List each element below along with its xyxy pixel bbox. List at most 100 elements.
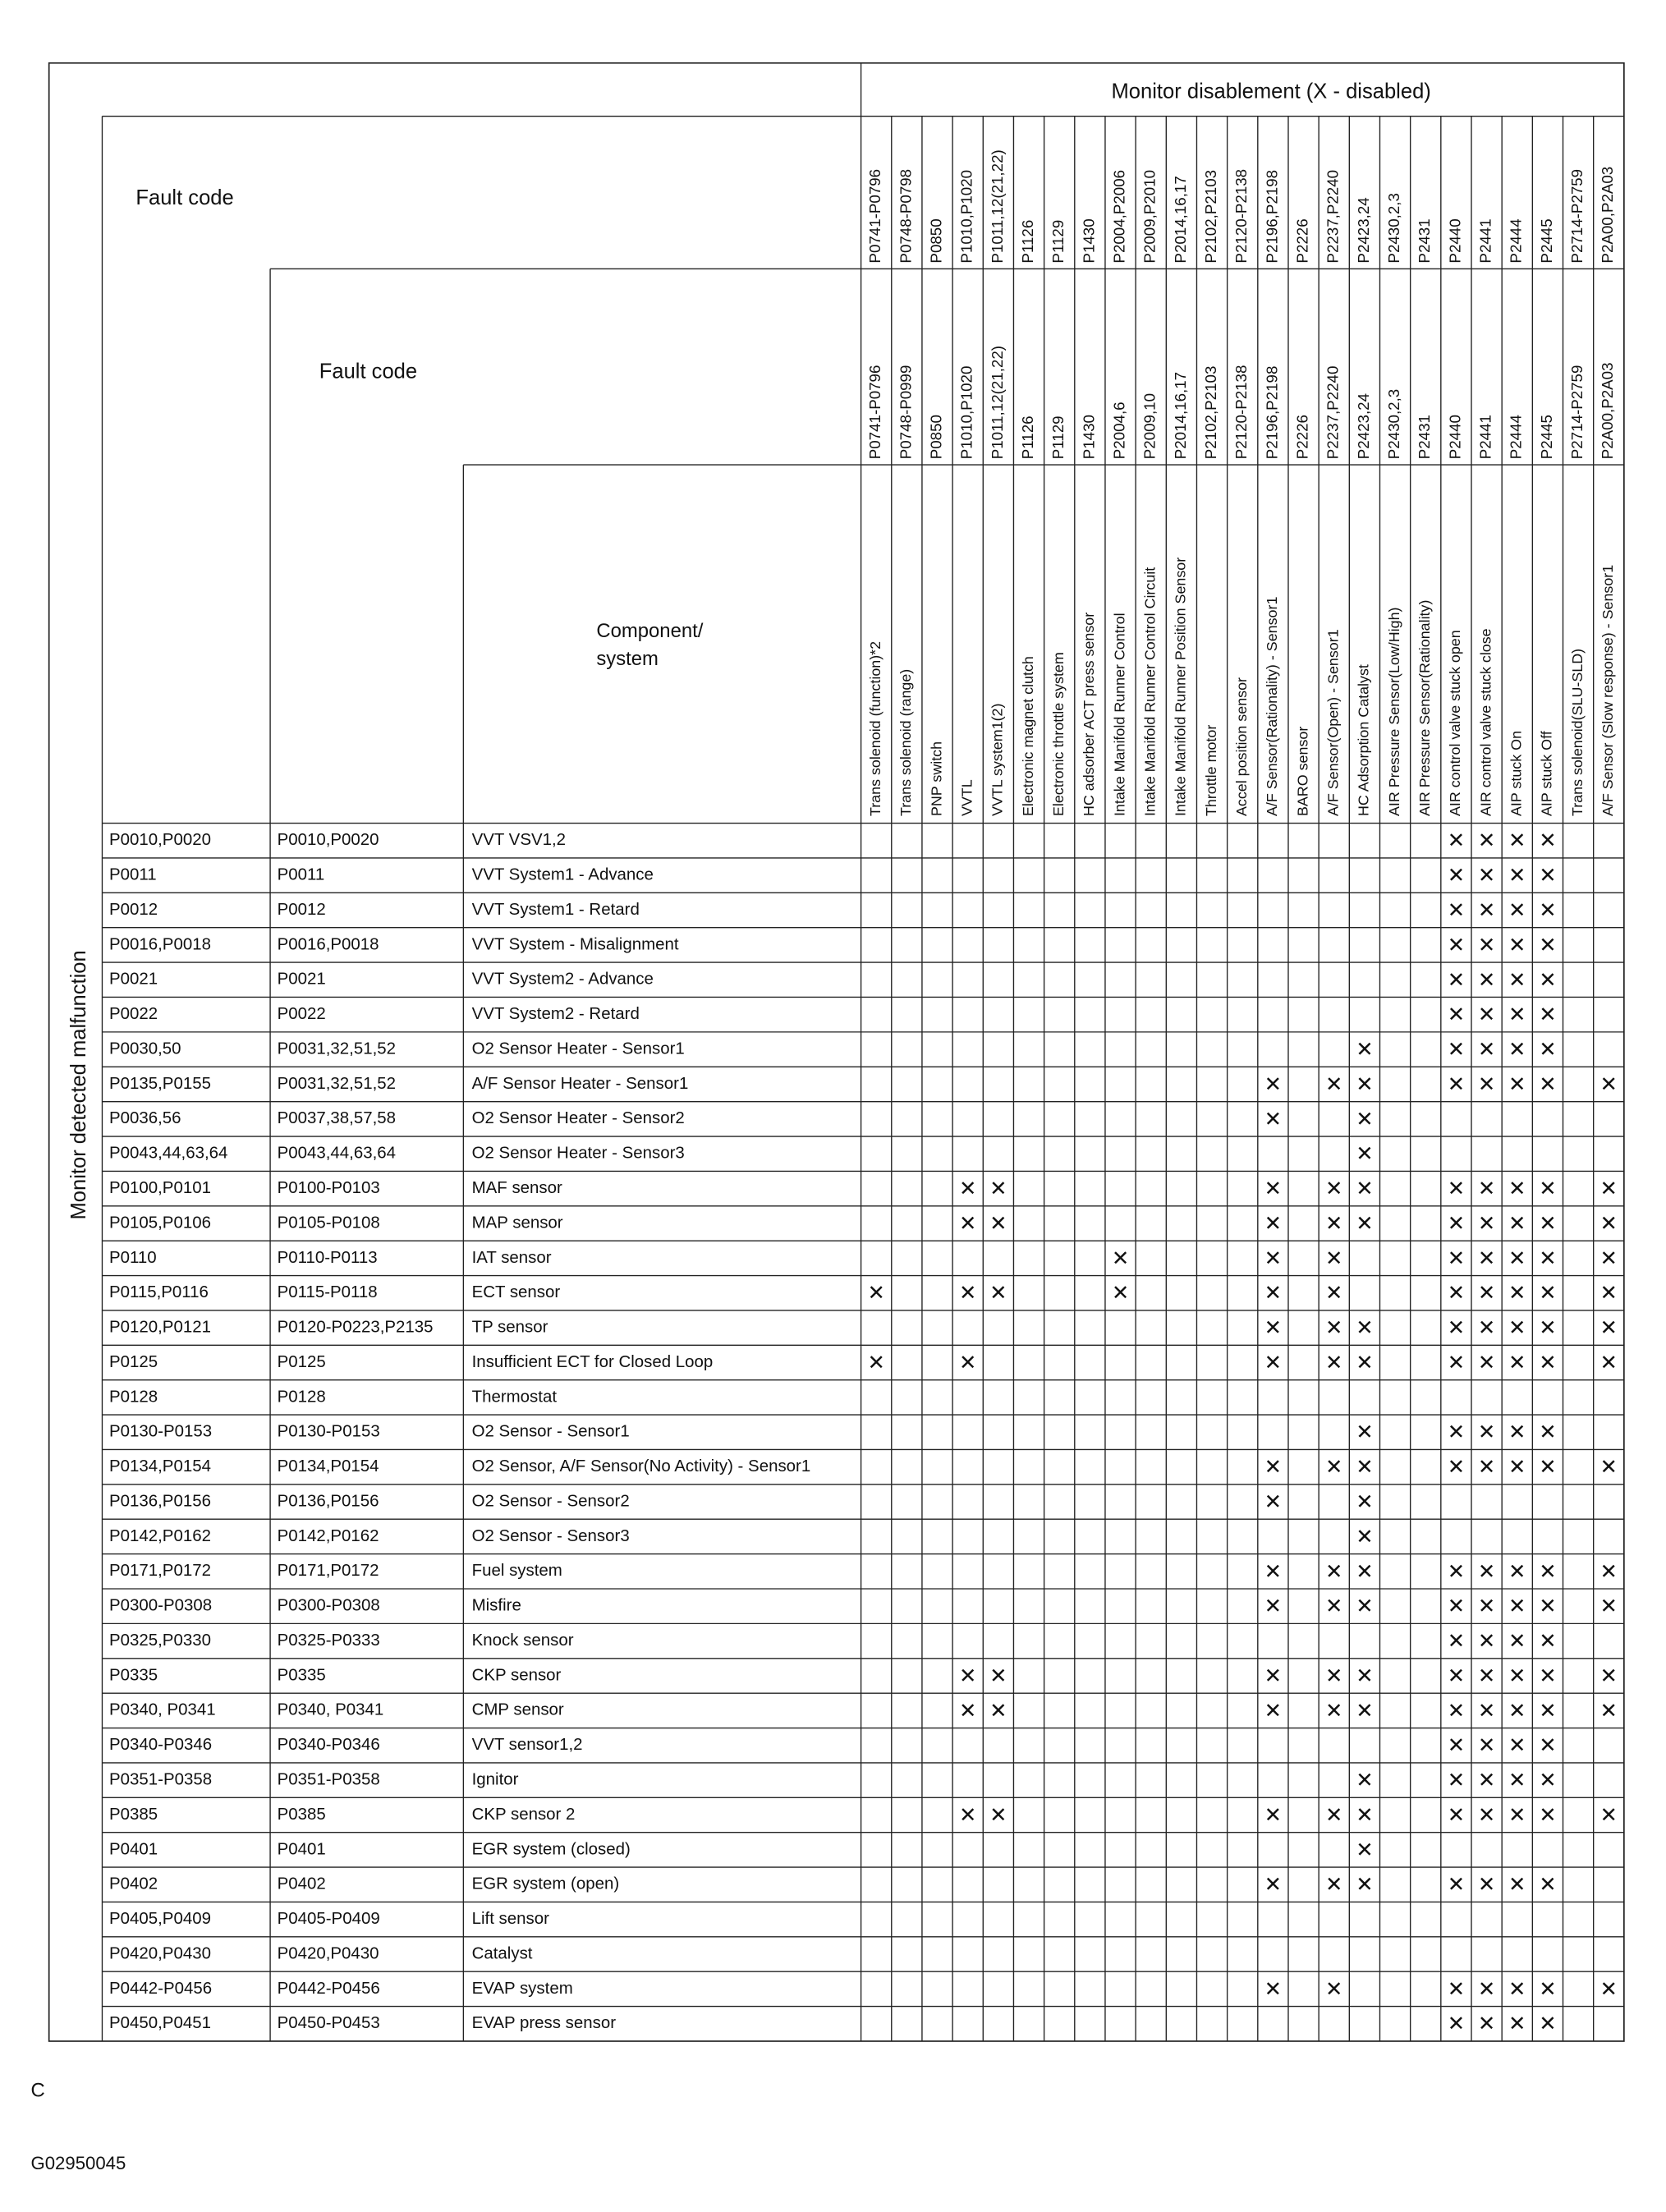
- disabled-mark: ✕: [1325, 1804, 1342, 1827]
- row-code: P0442-P0456: [278, 1979, 380, 1998]
- row-code: P0402: [278, 1875, 326, 1893]
- disabled-mark: ✕: [959, 1282, 976, 1305]
- disabled-mark: ✕: [1600, 1456, 1618, 1479]
- disabled-mark: ✕: [1264, 1456, 1282, 1479]
- row-component: O2 Sensor - Sensor2: [472, 1491, 630, 1510]
- disabled-mark: ✕: [1264, 1490, 1282, 1513]
- row-code: P0105,P0106: [109, 1213, 211, 1232]
- row-component: CKP sensor: [472, 1665, 562, 1684]
- column-component: AIP stuck Off: [1539, 731, 1555, 816]
- disabled-mark: ✕: [1478, 1978, 1495, 2001]
- row-component: VVT System2 - Retard: [472, 1004, 640, 1023]
- row-code: P0351-P0358: [109, 1770, 212, 1789]
- disabled-mark: ✕: [1478, 1247, 1495, 1270]
- disabled-mark: ✕: [1539, 1769, 1556, 1792]
- disabled-mark: ✕: [1325, 1352, 1342, 1374]
- disabled-mark: ✕: [1508, 1734, 1526, 1757]
- row-component: VVT System1 - Retard: [472, 900, 640, 919]
- disabled-mark: ✕: [1264, 1247, 1282, 1270]
- disabled-mark: ✕: [1356, 1212, 1373, 1235]
- disabled-mark: ✕: [1448, 1664, 1465, 1687]
- row-component: VVT VSV1,2: [472, 830, 566, 849]
- row-code: P0405,P0409: [109, 1909, 211, 1928]
- disabled-mark: ✕: [1478, 969, 1495, 992]
- disabled-mark: ✕: [1478, 2012, 1495, 2035]
- column-component: Electronic throttle system: [1050, 652, 1067, 816]
- disabled-mark: ✕: [1508, 1978, 1526, 2001]
- disabled-mark: ✕: [1478, 1282, 1495, 1305]
- row-component: MAP sensor: [472, 1213, 563, 1232]
- disabled-mark: ✕: [867, 1282, 884, 1305]
- column-code: P2196,P2198: [1263, 170, 1280, 264]
- disabled-mark: ✕: [1539, 934, 1556, 957]
- disabled-mark: ✕: [959, 1352, 976, 1374]
- disabled-mark: ✕: [1448, 1282, 1465, 1305]
- disabled-mark: ✕: [1356, 1456, 1373, 1479]
- disabled-mark: ✕: [1478, 1003, 1495, 1026]
- disabled-mark: ✕: [989, 1804, 1007, 1827]
- row-code: P0115-P0118: [278, 1283, 378, 1301]
- column-code: P2430,2,3: [1385, 389, 1402, 459]
- row-code: P0037,38,57,58: [278, 1108, 396, 1127]
- disabled-mark: ✕: [1264, 1560, 1282, 1583]
- row-code: P0136,P0156: [109, 1491, 211, 1510]
- disabled-mark: ✕: [1448, 1734, 1465, 1757]
- column-code: P2441: [1477, 218, 1494, 263]
- row-code: P0130-P0153: [109, 1422, 212, 1441]
- row-code: P0340, P0341: [278, 1700, 384, 1719]
- disabled-mark: ✕: [1264, 1212, 1282, 1235]
- column-code: P2423,24: [1355, 197, 1372, 263]
- disabled-mark: ✕: [1448, 1874, 1465, 1897]
- disabled-mark: ✕: [1478, 1212, 1495, 1235]
- column-component: AIR Pressure Sensor(Rationality): [1416, 600, 1433, 816]
- disabled-mark: ✕: [1325, 1177, 1342, 1200]
- disabled-mark: ✕: [1264, 1108, 1282, 1131]
- row-component: TP sensor: [472, 1318, 548, 1337]
- column-code: P2120-P2138: [1232, 169, 1250, 264]
- row-code: P0442-P0456: [109, 1979, 212, 1998]
- disabled-mark: ✕: [1325, 1595, 1342, 1618]
- disabled-mark: ✕: [1325, 1282, 1342, 1305]
- row-component: O2 Sensor Heater - Sensor2: [472, 1108, 685, 1127]
- disabled-mark: ✕: [1448, 1317, 1465, 1340]
- disabled-mark: ✕: [1508, 969, 1526, 992]
- column-component: HC adsorber ACT press sensor: [1081, 613, 1097, 816]
- disabled-mark: ✕: [1448, 1073, 1465, 1096]
- column-component: HC Adsorption Catalyst: [1356, 664, 1372, 816]
- row-component: Catalyst: [472, 1944, 533, 1962]
- header-fault-code: Fault code: [135, 186, 233, 209]
- disabled-mark: ✕: [1478, 865, 1495, 888]
- column-code: P1430: [1080, 415, 1097, 459]
- disabled-mark: ✕: [1478, 1073, 1495, 1096]
- disabled-mark: ✕: [1508, 1073, 1526, 1096]
- disabled-mark: ✕: [1356, 1769, 1373, 1792]
- row-component: EGR system (open): [472, 1875, 620, 1893]
- disabled-mark: ✕: [1508, 2012, 1526, 2035]
- disabled-mark: ✕: [1448, 1003, 1465, 1026]
- disabled-mark: ✕: [1325, 1560, 1342, 1583]
- disabled-mark: ✕: [1356, 1108, 1373, 1131]
- disabled-mark: ✕: [1356, 1143, 1373, 1166]
- column-code: P1430: [1080, 218, 1097, 263]
- column-code: P1011,12(21,22): [989, 149, 1006, 263]
- disabled-mark: ✕: [1539, 1734, 1556, 1757]
- disabled-mark: ✕: [1600, 1700, 1618, 1723]
- disabled-mark: ✕: [1448, 1352, 1465, 1374]
- disabled-mark: ✕: [1448, 865, 1465, 888]
- row-code: P0012: [278, 900, 326, 919]
- row-code: P0402: [109, 1875, 158, 1893]
- disabled-mark: ✕: [1325, 1073, 1342, 1096]
- disabled-mark: ✕: [1478, 1352, 1495, 1374]
- column-component: Accel position sensor: [1233, 677, 1250, 816]
- disabled-mark: ✕: [1356, 1874, 1373, 1897]
- disabled-mark: ✕: [1448, 1456, 1465, 1479]
- disabled-mark: ✕: [1448, 1247, 1465, 1270]
- column-code: P2237,P2240: [1324, 170, 1342, 264]
- disabled-mark: ✕: [1264, 1595, 1282, 1618]
- disabled-mark: ✕: [1539, 1560, 1556, 1583]
- disabled-mark: ✕: [1600, 1212, 1618, 1235]
- row-component: O2 Sensor - Sensor1: [472, 1422, 630, 1441]
- row-code: P0142,P0162: [278, 1526, 379, 1545]
- row-component: VVT System1 - Advance: [472, 865, 654, 884]
